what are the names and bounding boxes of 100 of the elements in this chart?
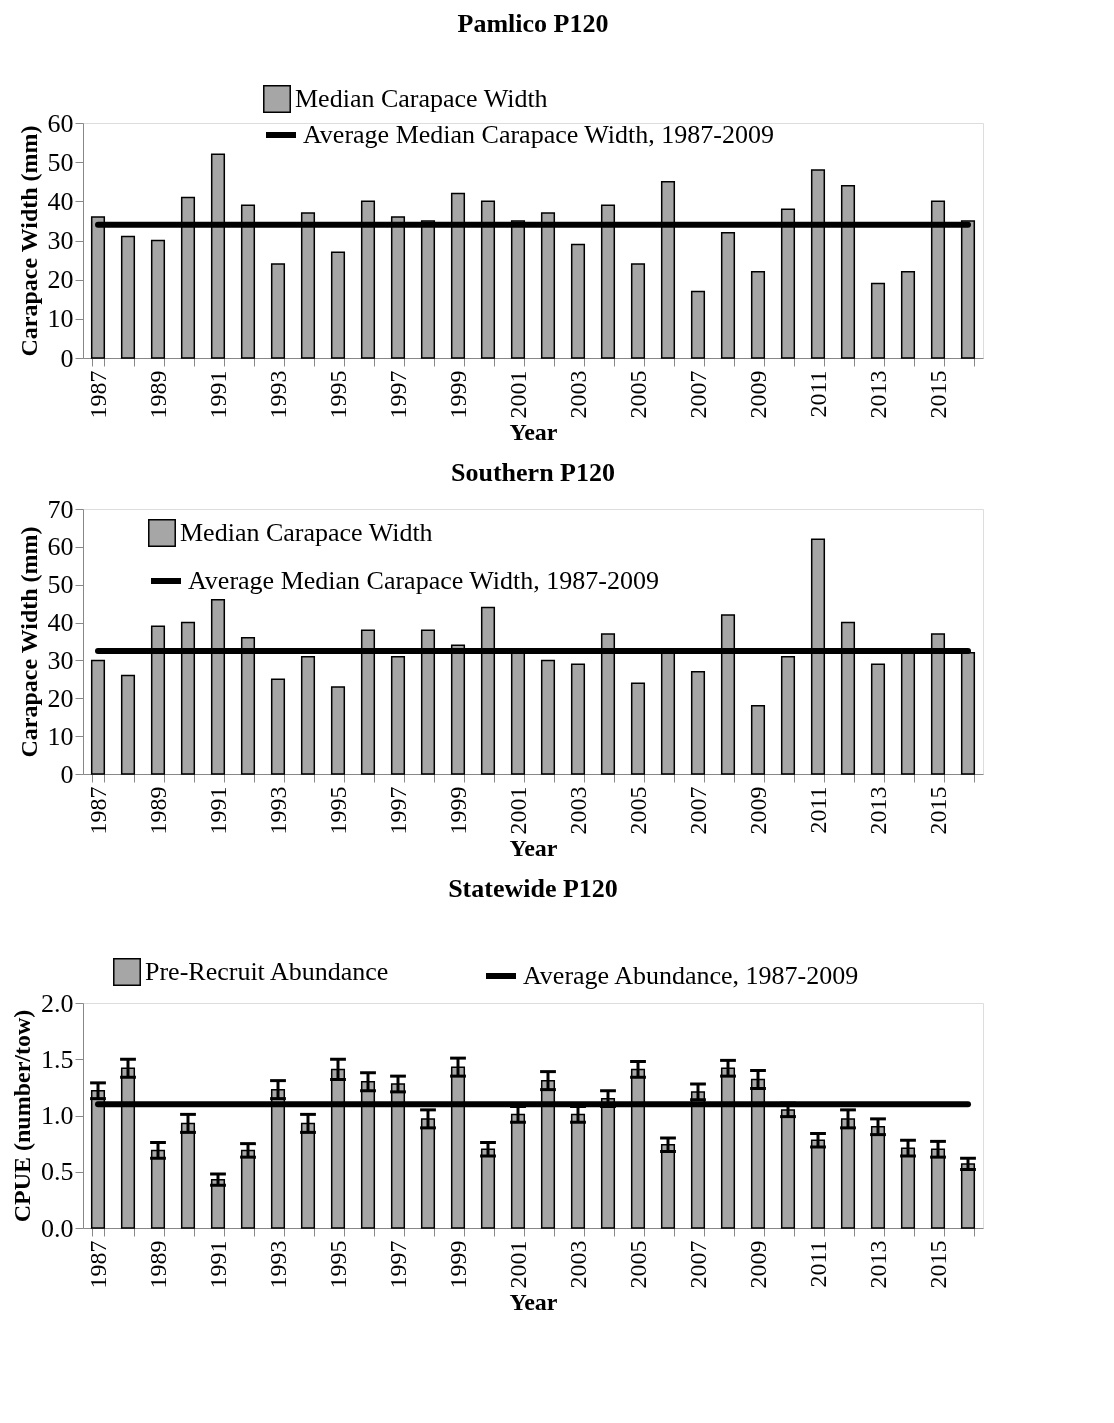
y-axis-title: Carapace Width (mm) xyxy=(15,125,42,357)
bar xyxy=(810,1139,826,1229)
bar xyxy=(120,674,136,775)
y-tick-label: 40 xyxy=(47,186,74,216)
x-axis-title: Year xyxy=(509,834,558,861)
bar xyxy=(540,659,556,775)
x-tick-label: 2005 xyxy=(624,370,651,419)
x-tick-label: 2001 xyxy=(504,1240,531,1289)
bar xyxy=(210,1178,226,1229)
y-tick-label: 10 xyxy=(47,304,74,334)
y-tick-label: 30 xyxy=(47,226,74,255)
bar xyxy=(690,290,706,359)
bar xyxy=(630,682,646,775)
x-tick-label: 1987 xyxy=(84,1240,111,1289)
y-tick-label: 20 xyxy=(47,683,74,713)
bar xyxy=(870,282,886,359)
x-tick-label: 2003 xyxy=(564,370,591,419)
bar xyxy=(270,678,286,775)
x-tick-label: 1995 xyxy=(324,1240,351,1289)
bar xyxy=(90,659,106,775)
y-tick-label: 50 xyxy=(47,570,74,600)
x-tick-label: 1993 xyxy=(264,1240,291,1289)
bar xyxy=(660,1144,676,1229)
x-axis-title: Year xyxy=(509,418,558,445)
y-tick-label: 0.0 xyxy=(41,1213,74,1243)
bar xyxy=(690,671,706,775)
legend-label: Pre-Recruit Abundance xyxy=(145,957,389,986)
x-tick-label: 1991 xyxy=(204,786,231,835)
x-tick-label: 1997 xyxy=(384,1240,411,1289)
y-tick-label: 20 xyxy=(47,265,74,295)
x-tick-label: 2011 xyxy=(804,786,831,834)
y-tick-label: 60 xyxy=(47,108,74,138)
legend-label: Median Carapace Width xyxy=(295,84,548,113)
bar xyxy=(330,686,346,775)
bar xyxy=(390,655,406,775)
x-tick-label: 2001 xyxy=(504,370,531,419)
x-tick-label: 2005 xyxy=(624,786,651,835)
x-tick-label: 1997 xyxy=(384,786,411,835)
x-tick-label: 2013 xyxy=(864,1240,891,1289)
x-tick-label: 1989 xyxy=(144,370,171,419)
bar xyxy=(300,655,316,775)
legend-label: Median Carapace Width xyxy=(180,518,433,547)
y-tick-label: 1.0 xyxy=(41,1101,74,1130)
x-tick-label: 1999 xyxy=(444,370,471,419)
y-tick-label: 30 xyxy=(47,645,74,675)
y-tick-label: 40 xyxy=(47,608,74,638)
bar xyxy=(570,243,586,359)
bar xyxy=(480,1148,496,1229)
x-tick-label: 1987 xyxy=(84,786,111,835)
x-tick-label: 1997 xyxy=(384,370,411,419)
legend-label: Average Median Carapace Width, 1987-2009 xyxy=(303,120,774,149)
x-tick-label: 2007 xyxy=(684,786,711,835)
x-tick-label: 2007 xyxy=(684,370,711,419)
x-tick-label: 2005 xyxy=(624,1240,651,1289)
y-axis-title: Carapace Width (mm) xyxy=(15,526,42,758)
x-tick-label: 2009 xyxy=(744,370,771,419)
x-tick-label: 2001 xyxy=(504,786,531,835)
bar xyxy=(630,263,646,359)
x-tick-label: 1991 xyxy=(204,1240,231,1289)
chart-title: Statewide P120 xyxy=(448,874,618,903)
y-tick-label: 60 xyxy=(47,532,74,562)
bar xyxy=(750,271,766,359)
bar xyxy=(900,271,916,359)
bar xyxy=(870,663,886,775)
chart-title: Pamlico P120 xyxy=(457,9,609,38)
x-tick-label: 2015 xyxy=(924,370,951,419)
x-tick-label: 1993 xyxy=(264,370,291,419)
chart-title: Southern P120 xyxy=(451,458,615,487)
y-tick-label: 70 xyxy=(47,494,74,524)
bar xyxy=(240,1149,256,1229)
bar xyxy=(960,1163,976,1229)
y-axis-title: CPUE (number/tow) xyxy=(9,1009,35,1223)
bar xyxy=(570,663,586,775)
bar xyxy=(150,239,166,359)
y-tick-label: 0 xyxy=(60,343,74,373)
x-tick-label: 2007 xyxy=(684,1240,711,1289)
bar xyxy=(270,263,286,359)
y-tick-label: 0 xyxy=(60,759,74,789)
x-tick-label: 2011 xyxy=(804,370,831,418)
x-tick-label: 1999 xyxy=(444,786,471,835)
x-tick-label: 2013 xyxy=(864,370,891,419)
bar xyxy=(330,251,346,359)
x-tick-label: 1991 xyxy=(204,370,231,419)
y-tick-label: 1.5 xyxy=(41,1044,74,1074)
x-tick-label: 1999 xyxy=(444,1240,471,1289)
legend-label: Average Median Carapace Width, 1987-2009 xyxy=(188,566,659,595)
bar xyxy=(120,235,136,359)
x-tick-label: 2009 xyxy=(744,1240,771,1289)
x-tick-label: 1989 xyxy=(144,1240,171,1289)
bar xyxy=(780,655,796,775)
y-tick-label: 50 xyxy=(47,147,74,177)
bar xyxy=(720,231,736,359)
x-axis-title: Year xyxy=(509,1288,558,1315)
bar xyxy=(780,1109,796,1229)
y-tick-label: 2.0 xyxy=(41,988,74,1018)
y-tick-label: 10 xyxy=(47,721,74,751)
y-tick-label: 0.5 xyxy=(41,1157,74,1187)
x-tick-label: 1995 xyxy=(324,370,351,419)
legend-label: Average Abundance, 1987-2009 xyxy=(523,961,859,990)
x-tick-label: 1993 xyxy=(264,786,291,835)
